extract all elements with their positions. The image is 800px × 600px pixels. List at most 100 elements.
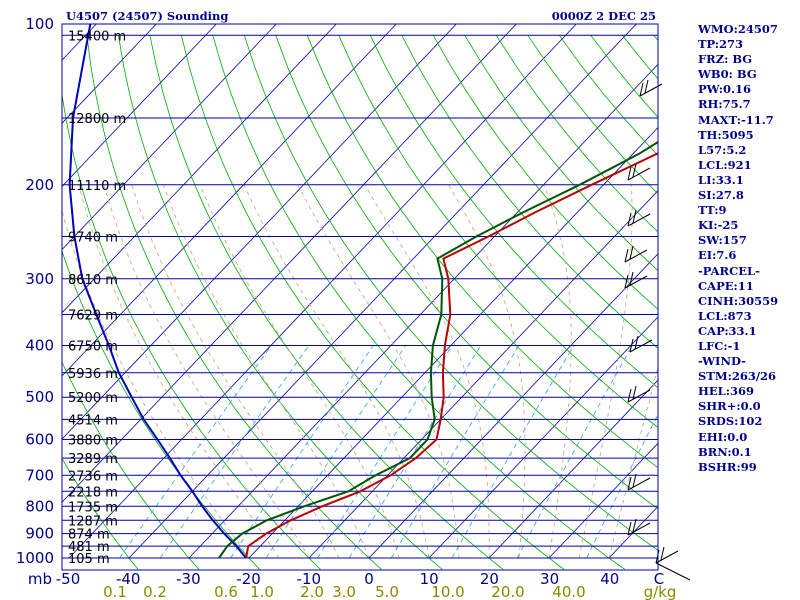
dewpoint-trace <box>218 140 658 559</box>
parcel-trace <box>68 24 247 559</box>
height-label: 2736 m <box>68 469 118 484</box>
temperature-tick-label: 30 <box>540 570 559 588</box>
plot-frame <box>61 23 659 571</box>
dry-adiabat <box>464 35 658 272</box>
pressure-label: 800 <box>25 497 54 515</box>
isotherm-line <box>308 190 658 559</box>
index-item: PW:0.16 <box>698 82 752 97</box>
index-item: EI:7.6 <box>698 248 737 263</box>
temperature-tick-label: 10 <box>420 570 439 588</box>
wind-barb <box>629 335 653 353</box>
isotherm-line <box>62 24 277 251</box>
temperature-tick-label: -40 <box>116 570 141 588</box>
height-label: 7629 m <box>68 309 118 324</box>
dry-adiabat <box>62 457 139 570</box>
pressure-axis-labels: 100 200 300 400 500 600 700 800 900 1000 <box>16 15 54 567</box>
height-label: 4514 m <box>68 413 118 428</box>
temperature-tick-label: -30 <box>176 570 201 588</box>
mixing-ratio-label: 0.6 <box>214 583 238 600</box>
dry-adiabat <box>86 35 382 570</box>
isotherm-line <box>62 24 157 124</box>
isotherm-line <box>368 253 658 559</box>
height-label: 12800 m <box>68 112 126 127</box>
index-item: TP:273 <box>698 37 744 52</box>
isotherm-line <box>548 442 658 559</box>
index-item: CAPE:11 <box>698 278 754 293</box>
mixing-ratio-label: 20.0 <box>491 583 524 600</box>
index-item: -PARCEL- <box>698 263 760 278</box>
index-item: WB0: BG <box>698 67 757 82</box>
isotherm-line <box>248 126 658 559</box>
index-item: KI:-25 <box>698 218 739 233</box>
isotherm-lines <box>62 24 658 559</box>
isotherm-line <box>68 24 577 559</box>
mixing-ratio-label: 40.0 <box>552 583 585 600</box>
index-item: RH:75.7 <box>698 97 751 112</box>
dry-adiabat <box>181 35 565 570</box>
pressure-label: 1000 <box>16 549 54 567</box>
wind-barb <box>627 473 651 491</box>
pressure-label: 100 <box>25 15 54 33</box>
indices-panel: WMO:24507 TP:273 FRZ: BG WB0: BG PW:0.16 RH:7… <box>698 22 798 475</box>
temperature-tick-label: -50 <box>56 570 81 588</box>
index-item: SHR+:0.0 <box>698 399 761 414</box>
mixing-ratio-label: 5.0 <box>375 583 399 600</box>
isotherm-line <box>488 379 658 559</box>
height-label: 15400 m <box>68 29 126 44</box>
pressure-label: 900 <box>25 525 54 543</box>
moist-adiabat <box>543 184 572 559</box>
moist-adiabat <box>243 184 430 559</box>
pressure-label: 700 <box>25 466 54 484</box>
moist-adiabat <box>448 184 526 559</box>
mixing-ratio-label: 3.0 <box>332 583 356 600</box>
index-item: EHI:0.0 <box>698 429 748 444</box>
height-label: 2218 m <box>68 485 118 500</box>
index-item: LFC:-1 <box>698 338 741 353</box>
index-item: BSHR:99 <box>698 459 757 474</box>
height-label: 874 m <box>68 528 110 543</box>
dry-adiabat <box>275 35 658 510</box>
height-label: 1735 m <box>68 500 118 515</box>
index-item: LI:33.1 <box>698 172 744 187</box>
temperature-tick-label: mb <box>28 570 52 588</box>
pressure-label: 300 <box>25 270 54 288</box>
temperature-tick-label: C <box>654 570 664 588</box>
temperature-axis-labels: mb -50 -40 -30 -20 -10 0 10 20 30 40 C <box>28 570 664 588</box>
pressure-label: 500 <box>25 388 54 406</box>
dry-adiabat <box>432 35 658 310</box>
height-label: 11110 m <box>68 179 126 194</box>
mixing-ratio-labels: 0.1 0.2 0.6 1.0 2.0 3.0 5.0 10.0 20.0 40.0 g/kg <box>103 583 676 600</box>
isotherm-line <box>428 316 658 559</box>
isotherm-line <box>62 24 397 377</box>
dry-adiabat <box>212 35 625 570</box>
mixing-ratio-label: 2.0 <box>300 583 324 600</box>
index-item: LCL:921 <box>698 157 752 172</box>
index-item: CAP:33.1 <box>698 323 757 338</box>
sounding-traces <box>68 24 658 559</box>
isobar-lines <box>62 23 658 559</box>
index-item: WMO:24507 <box>698 22 778 36</box>
dry-adiabat <box>62 249 260 570</box>
index-item: -WIND- <box>698 354 746 369</box>
height-labels: 15400 m 12800 m 11110 m 9740 m 8610 m 7629 m 6… <box>68 29 126 567</box>
index-item: BRN:0.1 <box>698 444 752 459</box>
mixing-ratio-label: 10.0 <box>431 583 464 600</box>
temperature-tick-label: 20 <box>480 570 499 588</box>
index-item: STM:263/26 <box>698 369 777 384</box>
index-item: FRZ: BG <box>698 52 753 67</box>
temperature-tick-label: -10 <box>297 570 322 588</box>
mixing-ratio-label: 0.2 <box>143 583 167 600</box>
dry-adiabat <box>243 35 658 551</box>
wind-barb <box>627 385 651 403</box>
index-item: SW:157 <box>698 233 747 248</box>
pressure-label: 400 <box>25 337 54 355</box>
dry-adiabat-lines <box>62 35 658 570</box>
chart-title: U4507 (24507) Sounding <box>66 9 228 23</box>
height-label: 6750 m <box>68 340 118 355</box>
mixing-ratio-label: 0.1 <box>103 583 127 600</box>
height-label: 1287 m <box>68 514 118 529</box>
index-item: SI:27.8 <box>698 188 744 203</box>
isotherm-line <box>62 24 457 440</box>
temperature-trace <box>245 152 658 559</box>
